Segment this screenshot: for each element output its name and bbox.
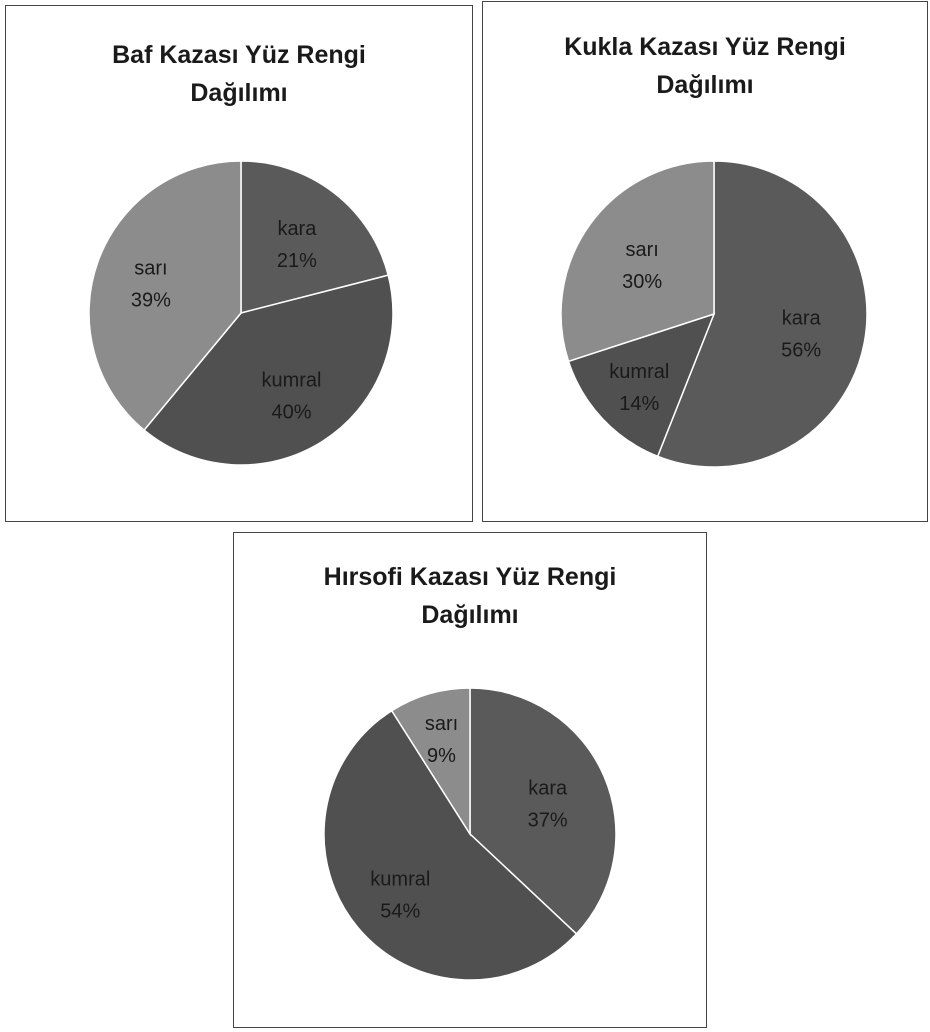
chart-title: Hırsofi Kazası Yüz Rengi Dağılımı	[234, 558, 706, 634]
pie-slice-kumral	[143, 274, 394, 466]
pie-slice-sarı	[88, 160, 242, 432]
slice-percent-label: 56%	[781, 340, 821, 362]
chart-title-line1: Hırsofi Kazası Yüz Rengi	[323, 563, 617, 591]
pie-chart-kukla: Kukla Kazası Yüz Rengi Dağılımı kara 56% k…	[482, 1, 928, 522]
chart-title-line2: Dağılımı	[190, 79, 288, 107]
slice-percent-label: 39%	[131, 290, 171, 312]
chart-title: Baf Kazası Yüz Rengi Dağılımı	[6, 36, 472, 112]
slice-percent-label: 54%	[380, 901, 420, 923]
slice-category-label: sarı	[134, 258, 167, 280]
slice-category-label: kumral	[370, 869, 430, 891]
pie-slice-sarı	[560, 160, 715, 363]
slice-category-label: kara	[782, 308, 822, 330]
slice-category-label: kumral	[261, 370, 321, 392]
pie-slice-kumral	[323, 709, 578, 981]
slice-percent-label: 9%	[427, 745, 456, 767]
slice-category-label: sarı	[425, 713, 458, 735]
pie-slice-kara	[469, 687, 617, 936]
slice-category-label: kumral	[609, 361, 669, 383]
pie-slice-kara	[656, 160, 868, 468]
chart-title-line1: Kukla Kazası Yüz Rengi	[564, 33, 846, 61]
slice-percent-label: 37%	[528, 809, 568, 831]
chart-title: Kukla Kazası Yüz Rengi Dağılımı	[483, 28, 927, 104]
pie-plot: kara 37% kumral 54% sarı 9%	[323, 687, 617, 981]
slice-percent-label: 21%	[277, 250, 317, 272]
pie-slice-sarı	[390, 687, 471, 837]
pie-slice-kara	[240, 160, 390, 314]
slice-category-label: kara	[277, 218, 317, 240]
chart-title-line2: Dağılımı	[421, 601, 519, 629]
pie-chart-baf: Baf Kazası Yüz Rengi Dağılımı kara 21% kum…	[5, 5, 473, 522]
slice-category-label: sarı	[626, 239, 659, 261]
chart-title-line2: Dağılımı	[656, 71, 754, 99]
slice-percent-label: 40%	[271, 402, 311, 424]
slice-percent-label: 30%	[622, 271, 662, 293]
pie-chart-hirsofi: Hırsofi Kazası Yüz Rengi Dağılımı kara 37…	[233, 532, 707, 1028]
slice-percent-label: 14%	[619, 393, 659, 415]
pie-plot: kara 56% kumral 14% sarı 30%	[560, 160, 868, 468]
chart-title-line1: Baf Kazası Yüz Rengi	[112, 41, 366, 69]
pie-plot: kara 21% kumral 40% sarı 39%	[88, 160, 394, 466]
slice-category-label: kara	[528, 777, 568, 799]
